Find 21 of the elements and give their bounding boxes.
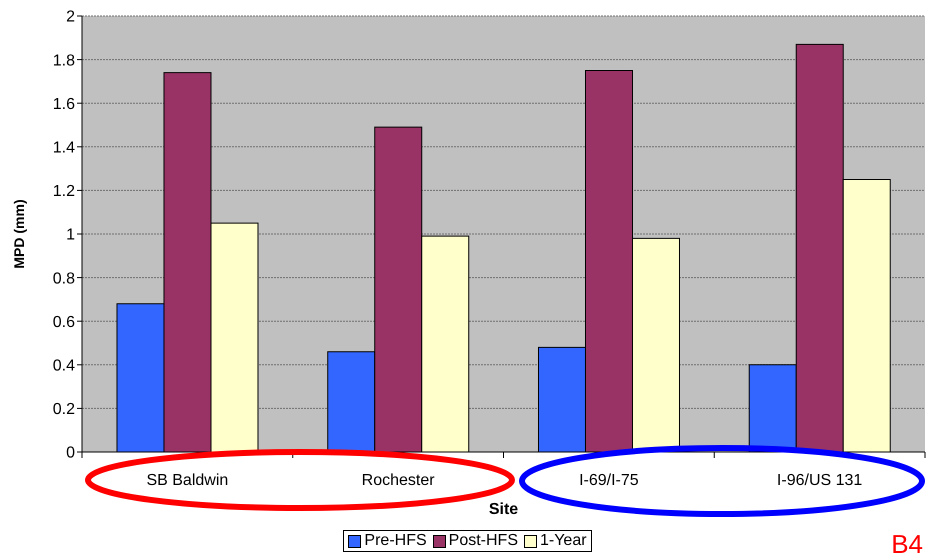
y-tick-label: 0.2	[52, 401, 76, 418]
x-tick-label: SB Baldwin	[146, 472, 228, 489]
y-tick-label: 1.4	[52, 139, 76, 156]
y-tick-label: 1.8	[52, 52, 76, 70]
y-tick-label: 1	[66, 226, 76, 244]
x-tick-label: I-96/US 131	[776, 472, 862, 489]
x-tick-label: Rochester	[362, 472, 436, 489]
legend-label: Pre-HFS	[364, 532, 427, 550]
x-tick-label: I-69/I-75	[579, 472, 639, 489]
y-tick-label: 0.4	[52, 357, 76, 374]
legend-label: 1-Year	[540, 532, 587, 550]
x-axis-title: Site	[488, 501, 518, 518]
y-tick-label: 1.6	[52, 96, 76, 113]
text: B4	[891, 529, 923, 559]
y-tick-label: 0	[66, 444, 76, 462]
y-tick-label: 0.8	[52, 270, 76, 288]
legend-label: Post-HFS	[448, 532, 518, 550]
y-tick-label: 2	[66, 8, 76, 26]
y-axis-title: MPD (mm)	[11, 199, 27, 269]
y-tick-label: 1.2	[52, 183, 76, 200]
y-tick-label: 0.6	[52, 314, 76, 331]
